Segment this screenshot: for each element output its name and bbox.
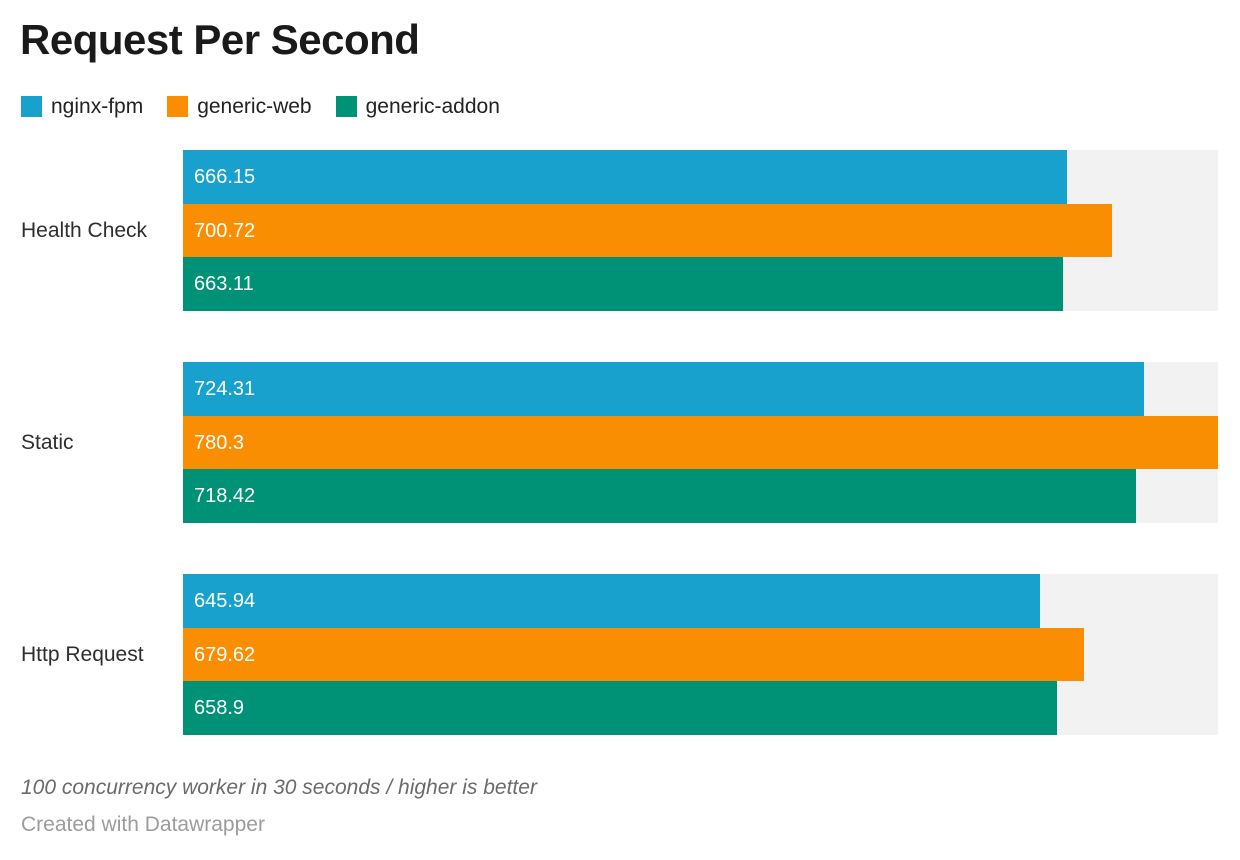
bar-value-label: 780.3 [194,431,245,454]
bar-generic-web: 679.62 [183,627,1085,682]
chart-note: 100 concurrency worker in 30 seconds / h… [21,776,537,799]
bar-group: Static 724.31 780.3 718.42 [0,362,1240,524]
legend-swatch-generic-web [167,96,189,117]
bar-track: 658.9 [183,681,1218,736]
bar-generic-web: 780.3 [183,415,1218,470]
bar-value-label: 666.15 [194,165,256,188]
bar-stack: 645.94 679.62 658.9 [183,574,1218,736]
legend-label: generic-web [197,95,312,118]
bar-track: 780.3 [183,415,1218,470]
bar-value-label: 700.72 [194,219,256,242]
bar-track: 724.31 [183,362,1218,416]
bar-value-label: 663.11 [194,273,254,296]
bar-generic-addon: 663.11 [183,257,1063,312]
bar-track: 666.15 [183,150,1218,204]
bar-nginx-fpm: 666.15 [183,150,1067,204]
bar-value-label: 658.9 [194,697,245,720]
legend: nginx-fpm generic-web generic-addon [21,96,500,117]
bar-nginx-fpm: 724.31 [183,362,1144,416]
bar-track: 718.42 [183,469,1218,524]
bar-chart-area: Health Check 666.15 700.72 663.11 Static 724.… [0,150,1240,736]
legend-item-generic-web: generic-web [167,95,312,118]
bar-value-label: 718.42 [194,485,256,508]
bar-stack: 724.31 780.3 718.42 [183,362,1218,524]
legend-swatch-nginx-fpm [21,96,42,117]
bar-value-label: 679.62 [194,643,256,666]
category-label: Static [21,430,74,454]
bar-track: 700.72 [183,203,1218,258]
category-label: Health Check [21,218,148,242]
legend-item-nginx-fpm: nginx-fpm [21,96,143,117]
bar-generic-addon: 718.42 [183,469,1136,524]
category-label: Http Request [21,642,144,666]
legend-item-generic-addon: generic-addon [335,95,500,118]
datawrapper-attribution-link[interactable]: Created with Datawrapper [21,813,265,836]
chart-title: Request Per Second [20,16,420,63]
bar-group: Health Check 666.15 700.72 663.11 [0,150,1240,312]
bar-value-label: 645.94 [194,589,256,612]
bar-nginx-fpm: 645.94 [183,574,1040,628]
bar-stack: 666.15 700.72 663.11 [183,150,1218,312]
bar-track: 645.94 [183,574,1218,628]
bar-track: 663.11 [183,257,1218,312]
bar-value-label: 724.31 [194,377,256,400]
bar-track: 679.62 [183,627,1218,682]
bar-group: Http Request 645.94 679.62 658.9 [0,574,1240,736]
bar-generic-addon: 658.9 [183,681,1057,736]
bar-generic-web: 700.72 [183,203,1113,258]
legend-label: nginx-fpm [51,95,144,118]
legend-label: generic-addon [365,95,500,118]
legend-swatch-generic-addon [335,96,357,117]
